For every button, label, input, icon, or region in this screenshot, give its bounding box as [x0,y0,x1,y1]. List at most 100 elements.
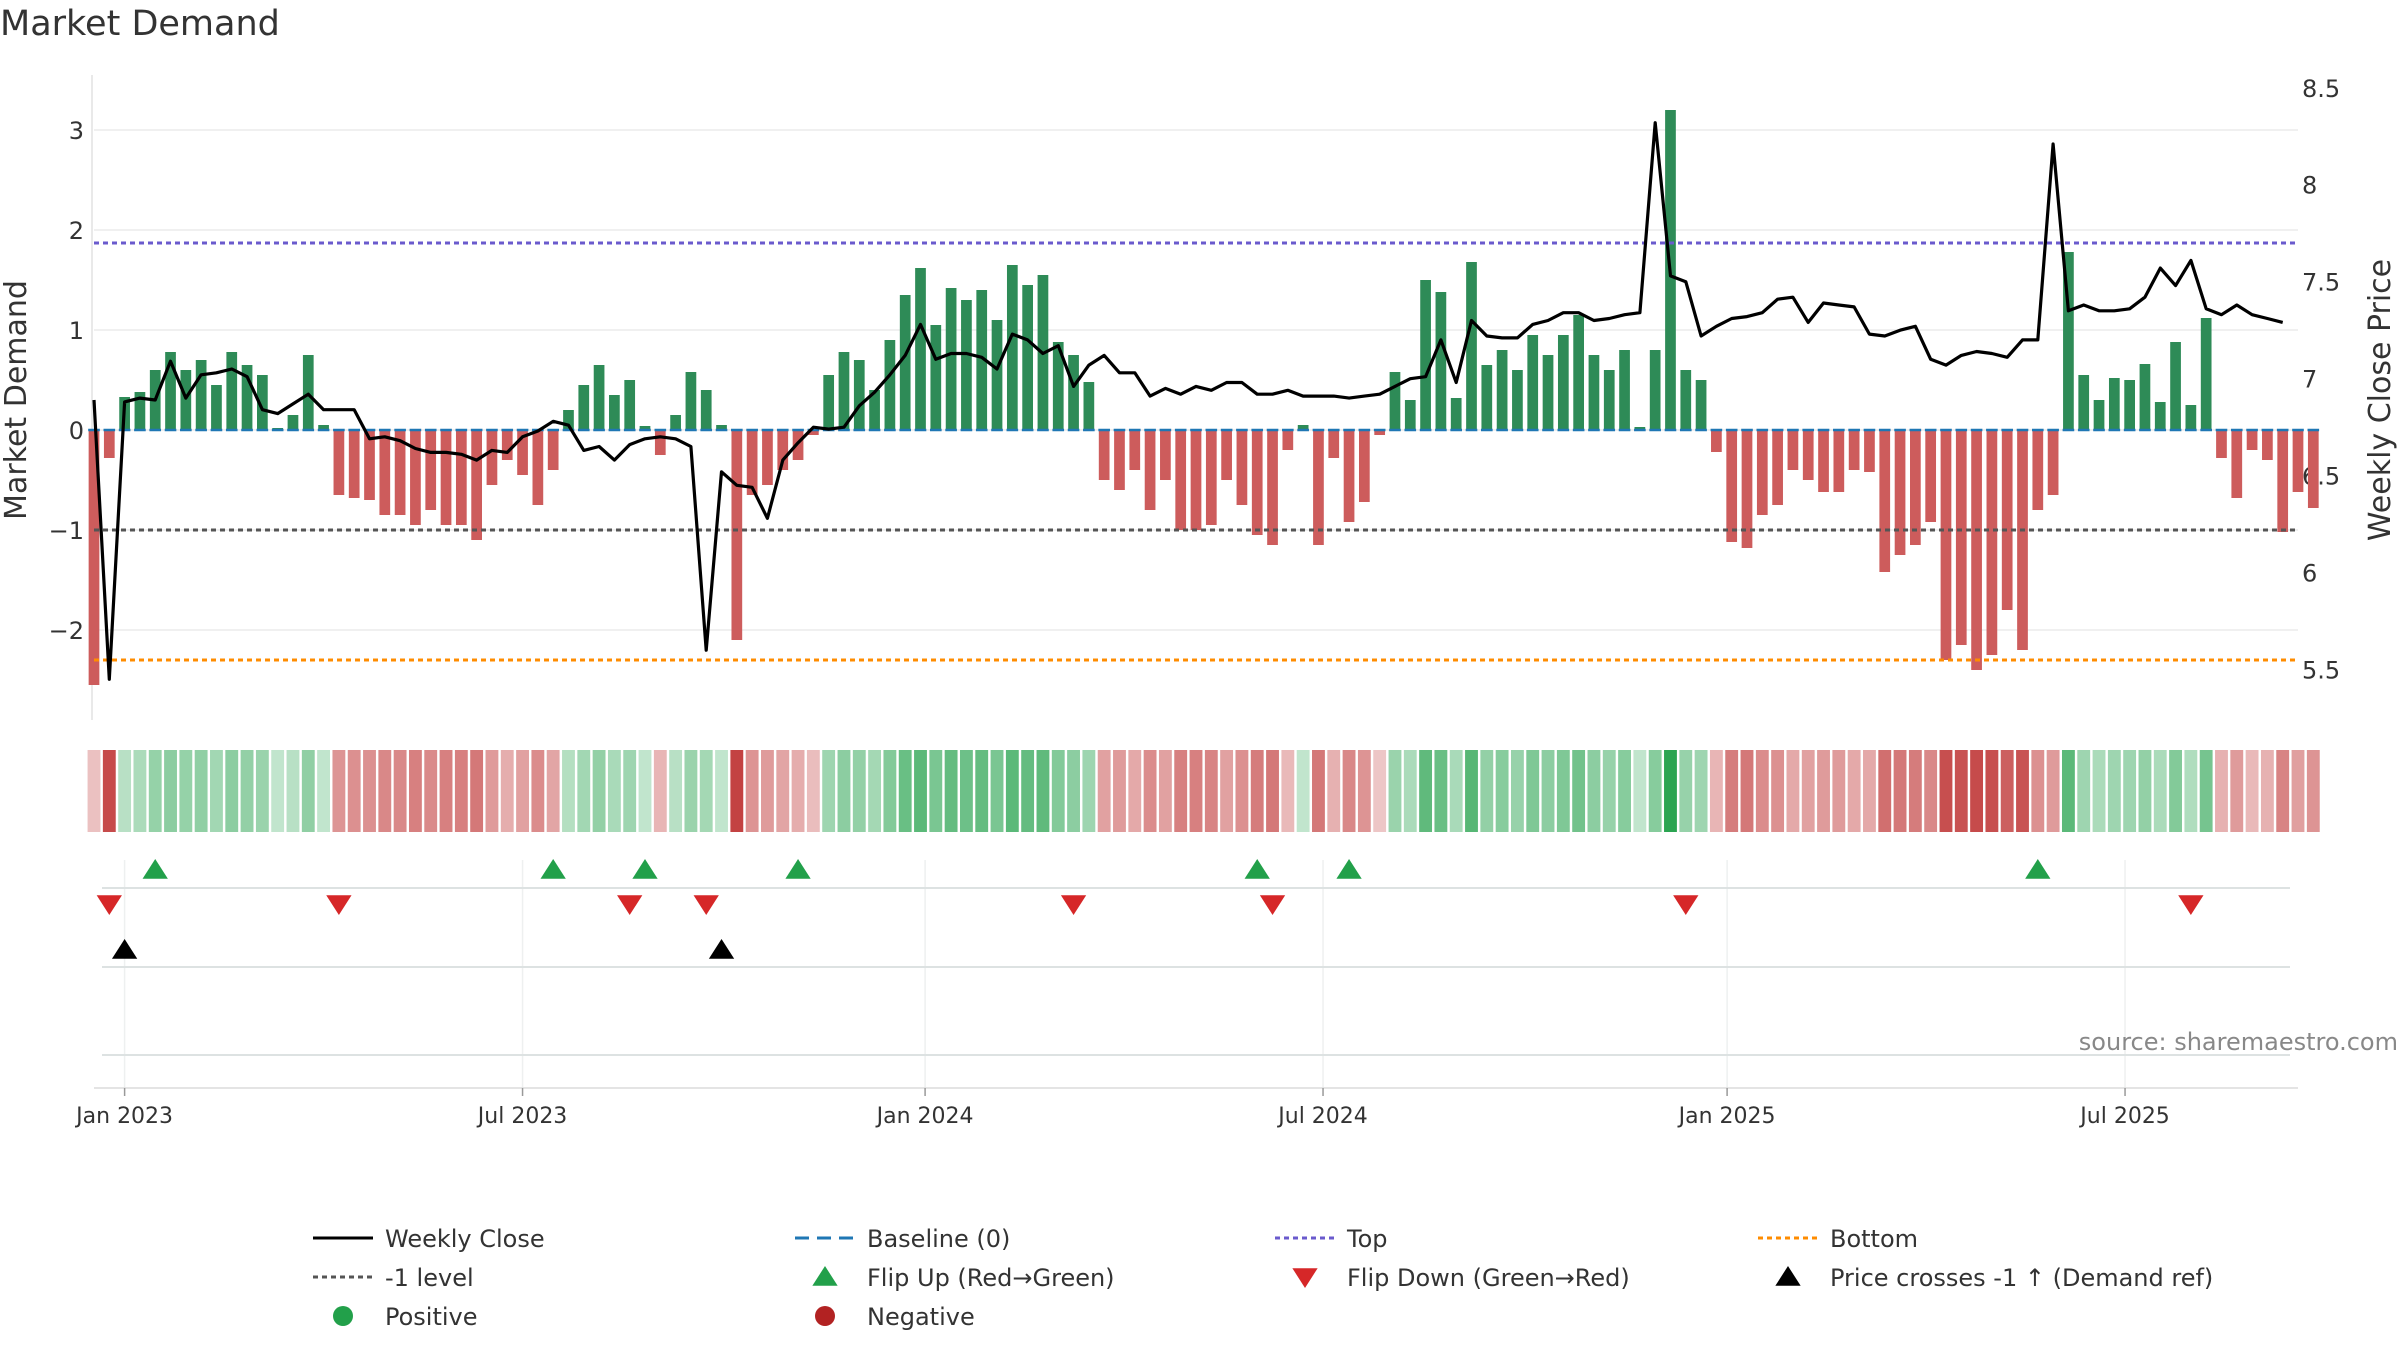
demand-bar [976,290,988,430]
demand-bar [2277,430,2289,532]
demand-bar [1634,427,1646,430]
strip-cell [424,750,438,832]
strip-cell [761,750,774,832]
strip-cell [990,750,1004,832]
strip-cell [1970,750,1984,832]
demand-bar [1144,430,1156,510]
strip-cell [699,750,713,832]
legend-label: Bottom [1830,1225,1918,1253]
demand-bar [808,430,819,435]
demand-bar [1006,265,1018,430]
demand-bar [654,430,666,455]
strip-cell [669,750,683,832]
strip-cell [1373,750,1387,832]
flip-down-marker [617,895,643,915]
strip-cell [2245,750,2259,832]
y-tick-label: 3 [69,117,84,145]
strip-cell [592,750,606,832]
strip-cell [2061,750,2075,832]
flip-down-marker [326,895,352,915]
y-tick-label: 0 [69,417,84,445]
demand-bar [1802,430,1814,480]
strip-cell [454,750,468,832]
strip-cell [959,750,973,832]
demand-bar [2307,430,2319,508]
strip-cell [2260,750,2274,832]
demand-bar [2185,405,2197,430]
strip-cell [2215,750,2228,832]
strip-cell [1817,750,1830,832]
demand-bar [425,430,437,510]
strip-cell [883,750,897,832]
demand-bar [1267,430,1278,545]
strip-cell [301,750,315,832]
strip-cell [1143,750,1157,832]
demand-bar [2078,375,2090,430]
demand-bar [823,375,835,430]
legend-label: Positive [385,1303,478,1331]
demand-bar [2001,430,2013,610]
strip-cell [1281,750,1295,832]
strip-cell [1572,750,1586,832]
demand-bar [1864,430,1875,472]
strip-cell [2291,750,2305,832]
demand-bar [884,340,896,430]
strip-cell [546,750,560,832]
demand-bar [762,430,773,485]
strip-cell [1556,750,1570,832]
legend-swatch [815,1306,835,1326]
demand-bar [394,430,406,515]
strip-cell [1908,750,1922,832]
demand-bar [88,430,100,685]
strip-cell [638,750,652,832]
demand-bar [2047,430,2059,495]
demand-bar [700,390,712,430]
strip-cell [1128,750,1142,832]
strip-cell [684,750,698,832]
demand-bar [1205,430,1217,525]
demand-bar [2093,400,2105,430]
strip-cell [2169,750,2182,832]
strip-cell [1449,750,1463,832]
demand-bar [2154,402,2166,430]
legend-item: Positive [333,1303,478,1331]
strip-cell [730,750,744,832]
y2-tick-label: 8.5 [2302,75,2340,103]
x-tick-label: Jul 2023 [476,1104,568,1129]
strip-cell [2123,750,2137,832]
demand-bar [1313,430,1324,545]
strip-cell [148,750,162,832]
strip-cell [2153,750,2167,832]
flip-up-marker [632,859,658,879]
demand-bar [838,352,850,430]
demand-bar [486,430,498,485]
demand-bar [1588,355,1600,430]
strip-cell [1051,750,1065,832]
strip-cell [1097,750,1111,832]
legend-item: Baseline (0) [795,1225,1010,1253]
legend-label: Flip Up (Red→Green) [867,1264,1115,1292]
demand-bar [410,430,421,525]
demand-bar [930,325,942,430]
demand-bar [670,415,681,430]
strip-cell [1235,750,1249,832]
strip-cell [1755,750,1769,832]
demand-bar [1114,430,1125,490]
strip-cell [2306,750,2320,832]
strip-cell [2138,750,2152,832]
strip-cell [118,750,132,832]
legend-item: Price crosses -1 ↑ (Demand ref) [1775,1264,2213,1292]
y-tick-label: −1 [49,517,84,545]
strip-cell [363,750,376,832]
legend-label: Price crosses -1 ↑ (Demand ref) [1830,1264,2213,1292]
strip-cell [87,750,101,832]
legend-label: Top [1346,1225,1388,1253]
demand-bar [1083,382,1095,430]
strip-cell [1266,750,1279,832]
demand-bar [578,385,590,430]
demand-bar [2124,380,2135,430]
strip-cell [271,750,285,832]
y-axis-title: Market Demand [0,280,34,520]
source-text: source: sharemaestro.com [2079,1028,2398,1056]
strip-cell [1939,750,1953,832]
